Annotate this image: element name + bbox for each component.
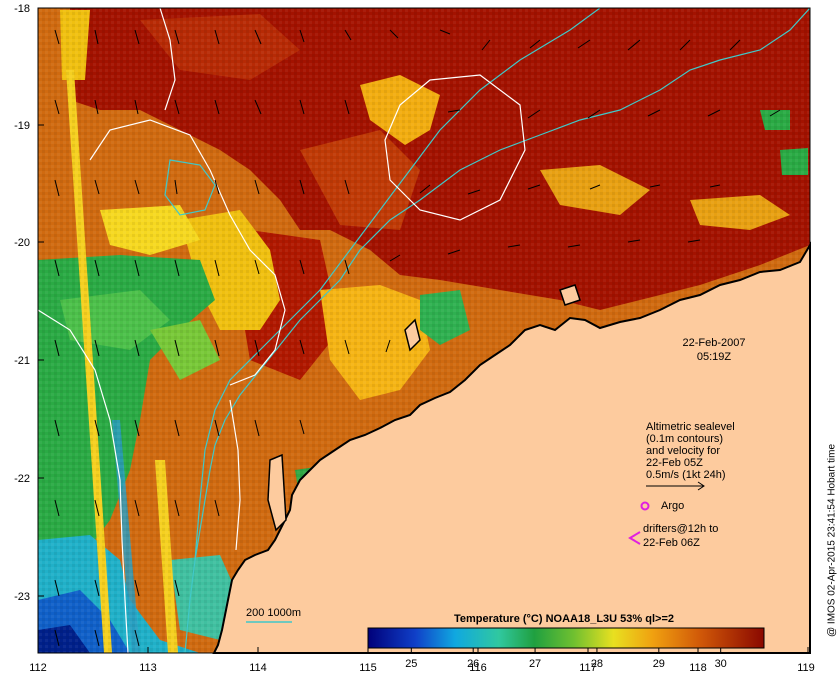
colorbar-tick-label: 29 (653, 658, 665, 670)
y-tick-label: -21 (14, 355, 30, 367)
x-tick-label: 113 (139, 662, 157, 674)
isobath-lines (164, 8, 810, 653)
legend-drifters-line: 22-Feb 06Z (643, 537, 700, 549)
timestamp-date: 22-Feb-2007 (683, 337, 746, 349)
x-tick-label: 117 (579, 662, 597, 674)
x-tick-label: 114 (249, 662, 267, 674)
y-axis (38, 7, 44, 597)
drifter-marker-icon (628, 531, 641, 545)
colorbar-tick-label: 28 (591, 658, 603, 670)
legend-altimetry-line: Altimetric sealevel (646, 421, 735, 433)
legend-altimetry-line: 22-Feb 05Z (646, 457, 703, 469)
colorbar (367, 627, 765, 649)
argo-marker-icon (640, 501, 650, 511)
x-tick-label: 116 (469, 662, 487, 674)
y-tick-label: -22 (14, 473, 30, 485)
sealevel-contours (38, 8, 526, 653)
y-tick-label: -19 (14, 120, 30, 132)
legend-altimetry-line: (0.1m contours) (646, 433, 723, 445)
legend-drifters-line: drifters@12h to (643, 523, 718, 535)
x-tick-label: 119 (797, 662, 815, 674)
y-tick-label: -23 (14, 591, 30, 603)
velocity-scale-arrow-icon (646, 481, 705, 491)
colorbar-tick-label: 27 (529, 658, 541, 670)
land-mass (212, 241, 811, 654)
colorbar-tick-label: 26 (467, 658, 479, 670)
legend-argo-label: Argo (661, 500, 684, 512)
legend-altimetry-line: and velocity for (646, 445, 720, 457)
credit-text: @ IMOS 02-Apr-2015 23:41:54 Hobart time (826, 443, 838, 638)
x-tick-label: 115 (359, 662, 377, 674)
colorbar-title: Temperature (°C) NOAA18_L3U 53% ql>=2 (454, 613, 674, 625)
x-tick-label: 118 (689, 662, 707, 674)
colorbar-tick-label: 30 (715, 658, 727, 670)
isobath-legend-label: 200 1000m (246, 607, 301, 619)
timestamp-time: 05:19Z (697, 351, 732, 363)
y-tick-label: -20 (14, 237, 30, 249)
x-tick-label: 112 (29, 662, 47, 674)
colorbar-ticks: 25 26 27 28 29 30 (405, 648, 727, 670)
velocity-arrows (54, 29, 781, 647)
y-tick-label: -18 (14, 3, 30, 15)
legend-altimetry-line: 0.5m/s (1kt 24h) (646, 469, 725, 481)
sst-field (38, 8, 810, 653)
plot-frame (37, 7, 811, 654)
colorbar-tick-label: 25 (405, 658, 417, 670)
